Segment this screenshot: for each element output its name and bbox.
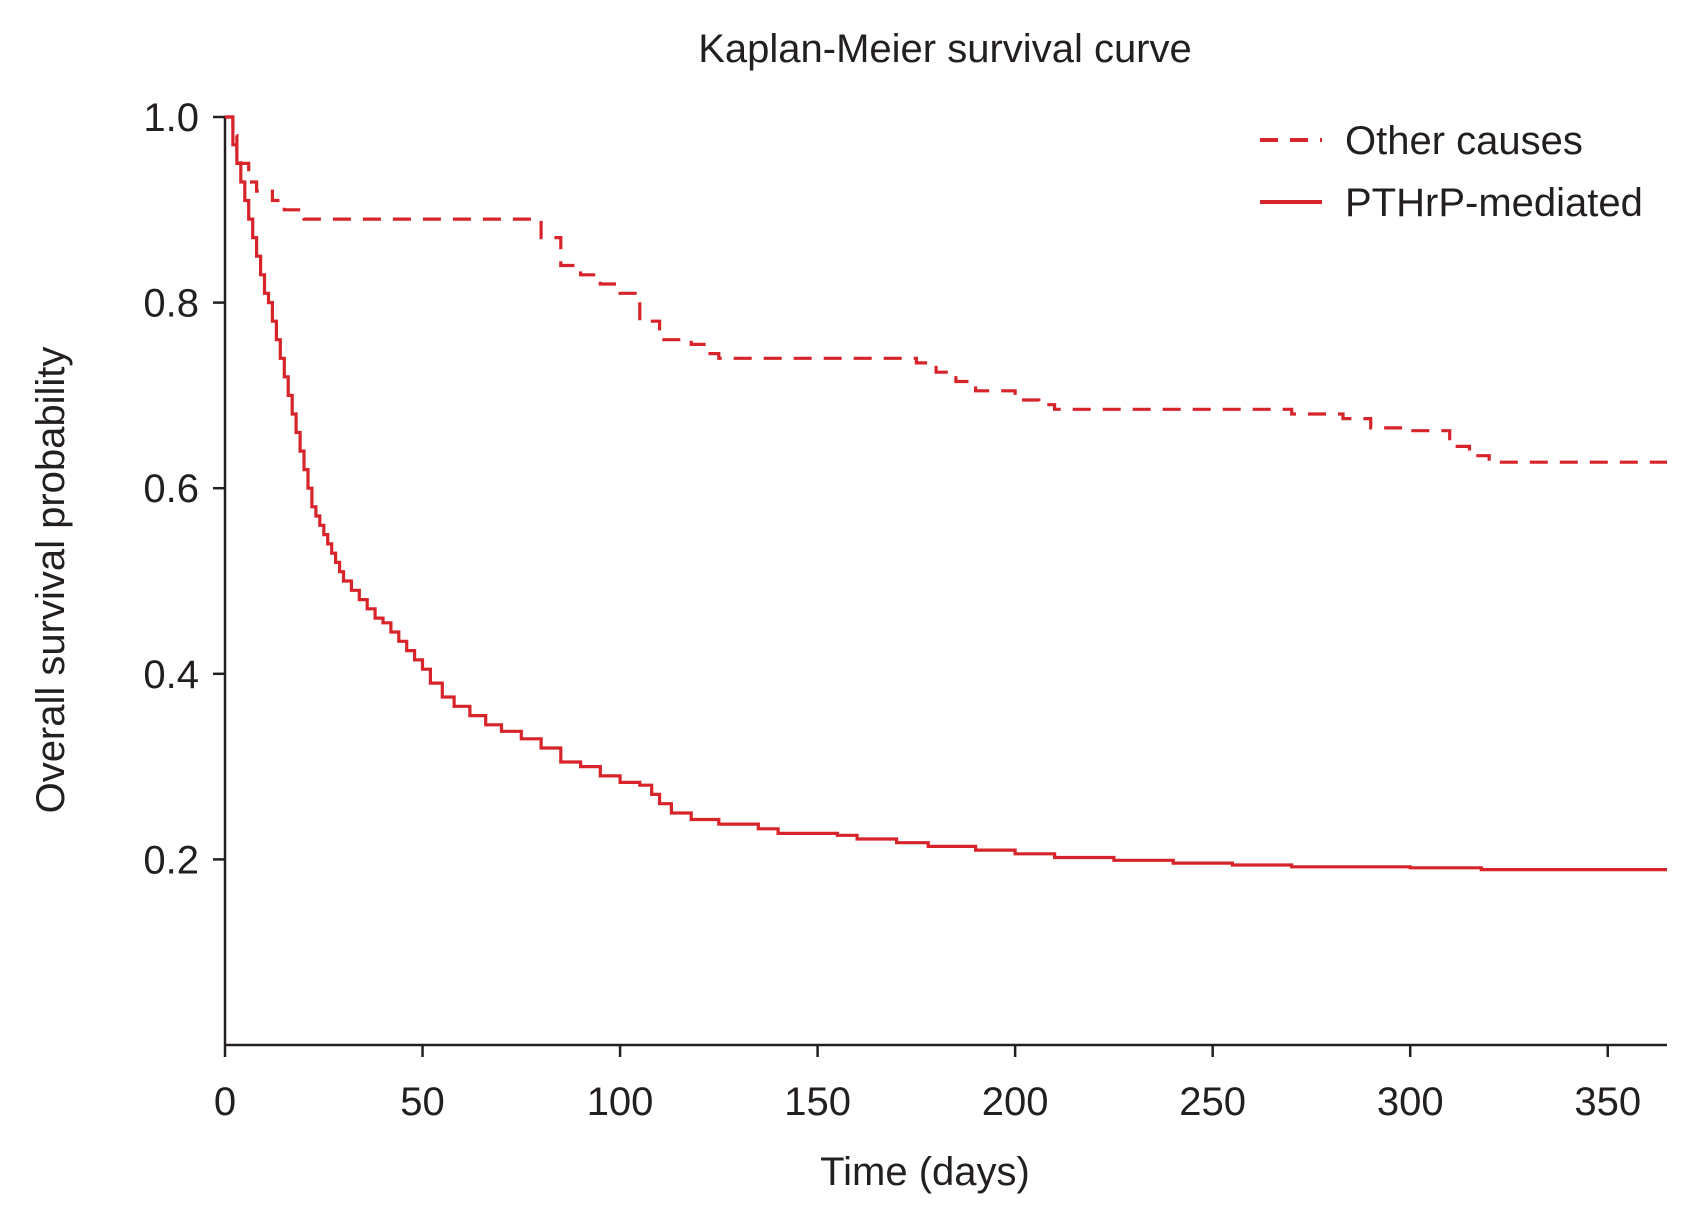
y-tick-label: 0.8 (143, 282, 199, 326)
x-axis-label: Time (days) (820, 1150, 1030, 1194)
x-tick-label: 300 (1377, 1080, 1444, 1124)
y-ticks: 0.2 0.4 0.6 0.8 1.0 (143, 96, 225, 882)
x-tick-label: 350 (1574, 1080, 1641, 1124)
series-line-pthrp-mediated (225, 115, 1667, 872)
plot-area: 0.2 0.4 0.6 0.8 1.0 0 50 100 150 200 250 300 350 (143, 96, 1667, 1124)
x-tick-label: 200 (982, 1080, 1049, 1124)
legend-label-pthrp-mediated: PTHrP-mediated (1345, 181, 1643, 225)
x-tick-label: 100 (587, 1080, 654, 1124)
x-tick-label: 0 (214, 1080, 236, 1124)
series-layer (225, 115, 1667, 872)
chart-title: Kaplan-Meier survival curve (698, 27, 1192, 71)
x-ticks: 0 50 100 150 200 250 300 350 (214, 1045, 1641, 1124)
legend-label-other-causes: Other causes (1345, 119, 1583, 163)
y-axis-label: Overall survival probability (29, 347, 73, 814)
y-tick-label: 0.2 (143, 838, 199, 882)
y-tick-label: 0.6 (143, 467, 199, 511)
x-tick-label: 50 (400, 1080, 445, 1124)
y-tick-label: 1.0 (143, 96, 199, 140)
x-tick-label: 250 (1179, 1080, 1246, 1124)
x-tick-label: 150 (784, 1080, 851, 1124)
y-tick-label: 0.4 (143, 653, 199, 697)
legend: Other causes PTHrP-mediated (1260, 119, 1643, 225)
series-line-other-causes (225, 115, 1667, 464)
